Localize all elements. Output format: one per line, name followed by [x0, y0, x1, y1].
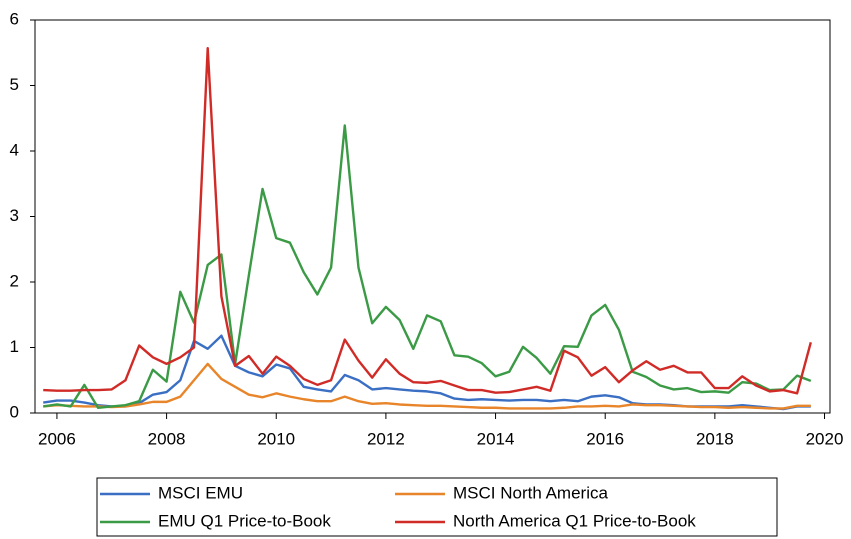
y-tick-label: 0 — [10, 402, 19, 421]
x-tick-label: 2010 — [257, 429, 295, 448]
y-tick-label: 4 — [10, 140, 19, 159]
legend-label: EMU Q1 Price-to-Book — [158, 511, 331, 530]
y-tick-label: 5 — [10, 75, 19, 94]
y-tick-label: 3 — [10, 206, 19, 225]
y-tick-label: 6 — [10, 9, 19, 28]
x-tick-label: 2012 — [367, 429, 405, 448]
plot-frame — [34, 19, 831, 414]
series-line — [43, 362, 811, 410]
x-tick-label: 2006 — [38, 429, 76, 448]
legend-label: MSCI EMU — [158, 483, 243, 502]
series-line — [43, 46, 812, 395]
x-tick-label: 2016 — [586, 429, 624, 448]
x-tick-label: 2018 — [696, 429, 734, 448]
x-tick-label: 2020 — [806, 429, 844, 448]
y-tick-label: 1 — [10, 337, 19, 356]
series-line — [43, 124, 812, 409]
legend-label: North America Q1 Price-to-Book — [453, 511, 696, 530]
y-tick-label: 2 — [10, 271, 19, 290]
legend-label: MSCI North America — [453, 483, 608, 502]
legend-box — [96, 477, 778, 537]
x-tick-label: 2014 — [477, 429, 515, 448]
x-tick-label: 2008 — [148, 429, 186, 448]
